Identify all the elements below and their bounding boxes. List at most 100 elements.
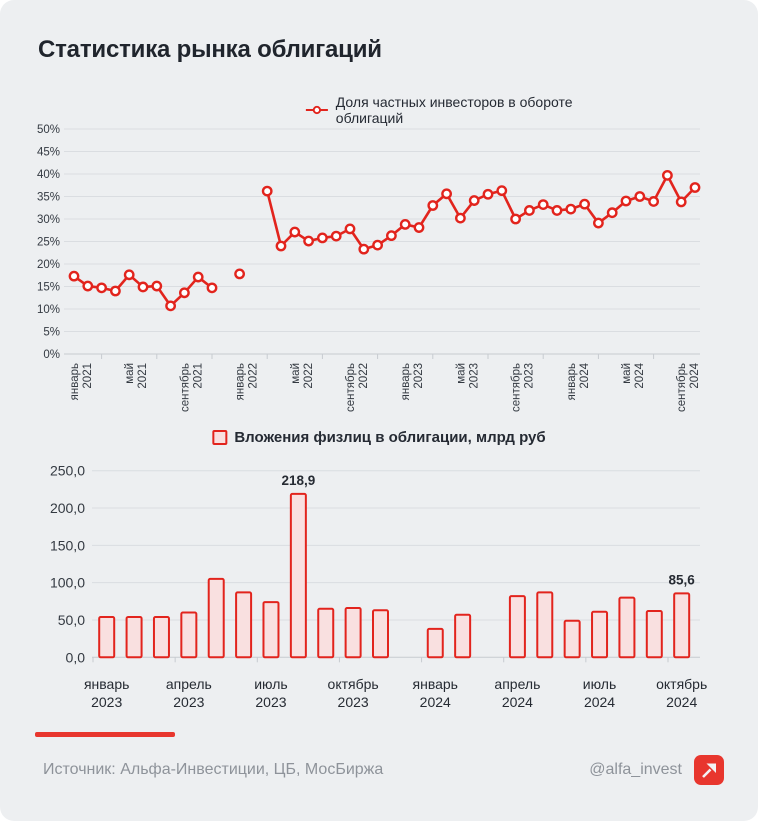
line-x-tick-label: январь2021 xyxy=(69,363,94,400)
line-data-point xyxy=(344,223,356,235)
line-y-tick-label: 10% xyxy=(37,304,60,316)
bar-x-tick-label-year: 2023 xyxy=(173,694,204,710)
line-y-tick-label: 0% xyxy=(43,349,60,361)
line-x-tick-label: сентябрь2021 xyxy=(179,363,204,412)
line-x-tick-label: сентябрь2024 xyxy=(676,362,701,412)
bar-x-tick-label-year: 2023 xyxy=(338,694,369,710)
bar-chart: 0,0 50,0 100,0 150,0 200,0 250,0 январь 2023 апр… xyxy=(50,463,707,710)
source-caption: Источник: Альфа-Инвестиции, ЦБ, МосБиржа xyxy=(43,761,384,778)
bar-series-swatch-icon xyxy=(212,430,228,445)
line-data-point xyxy=(454,212,466,224)
line-data-point xyxy=(413,222,425,233)
line-data-point xyxy=(427,200,439,211)
line-data-point xyxy=(275,240,287,252)
line-x-tick-label: январь2023 xyxy=(400,363,425,400)
bar-y-tick-label: 50,0 xyxy=(58,612,85,628)
line-data-point xyxy=(524,205,535,216)
bar-x-tick-label-year: 2024 xyxy=(666,694,697,710)
bar xyxy=(180,611,198,659)
bar xyxy=(207,577,225,659)
line-x-tick-label: май2022 xyxy=(290,363,315,389)
line-data-point xyxy=(441,188,452,200)
bar-y-tick-label: 100,0 xyxy=(50,575,85,591)
line-y-tick-label: 40% xyxy=(37,169,60,181)
line-series-marker-icon xyxy=(305,105,328,115)
line-y-tick-label: 20% xyxy=(37,259,60,271)
bar-chart-legend-label: Вложения физлиц в облигации, млрд руб xyxy=(234,429,546,446)
line-data-point xyxy=(565,203,577,215)
bar-chart-x-labels: январь 2023 апрель 2023 июль 2023 октябрь 2023 я… xyxy=(84,676,707,710)
bar-x-tick-label-year: 2023 xyxy=(255,694,286,710)
bar xyxy=(372,609,389,659)
bar-x-tick-label: апрель xyxy=(494,676,540,692)
line-data-point xyxy=(399,219,411,230)
line-chart-x-labels: январь2021 май2021 сентябрь2021 январь2022 м… xyxy=(69,362,701,412)
page-title: Статистика рынка облигаций xyxy=(38,36,382,63)
footer: Источник: Альфа-Инвестиции, ЦБ, МосБиржа… xyxy=(43,755,724,785)
bar xyxy=(508,595,526,659)
line-data-point xyxy=(82,280,94,292)
bar xyxy=(235,591,253,659)
line-series xyxy=(68,169,701,312)
line-data-point xyxy=(261,185,273,197)
line-data-point xyxy=(372,239,383,251)
line-y-tick-label: 25% xyxy=(37,237,60,249)
line-x-tick-label: май2021 xyxy=(124,363,149,389)
bar-chart-grid: 0,0 50,0 100,0 150,0 200,0 250,0 xyxy=(50,463,700,665)
footer-accent-rule xyxy=(35,732,175,737)
line-data-point xyxy=(289,226,301,238)
bar xyxy=(152,615,170,659)
line-data-point xyxy=(593,217,604,229)
line-x-tick-label: январь2022 xyxy=(235,363,260,400)
bar-y-tick-label: 200,0 xyxy=(50,500,85,516)
bar xyxy=(536,591,554,659)
line-data-point xyxy=(551,205,563,216)
line-y-tick-label: 5% xyxy=(43,327,60,339)
alfa-invest-logo xyxy=(694,755,724,785)
bar xyxy=(591,610,609,659)
line-y-tick-label: 30% xyxy=(37,214,60,226)
bar xyxy=(317,607,335,659)
line-x-tick-label: май2023 xyxy=(455,363,480,389)
line-data-point xyxy=(137,281,149,293)
bar-annotations: 218,9 85,6 xyxy=(281,473,695,587)
bar xyxy=(645,610,663,659)
line-data-point xyxy=(537,199,549,211)
line-y-tick-label: 15% xyxy=(37,282,60,294)
line-data-point xyxy=(634,191,646,202)
bar-x-tick-label-year: 2024 xyxy=(420,694,451,710)
bar-x-tick-label: январь xyxy=(413,676,458,692)
line-data-point xyxy=(68,270,80,282)
bar-x-tick-label: июль xyxy=(254,676,287,692)
line-data-point xyxy=(496,185,508,197)
line-chart: 0% 5% 10% 15% 20% 25% 30% 35% 40% 45% 50% январь202… xyxy=(37,124,701,412)
line-y-tick-label: 35% xyxy=(37,192,60,204)
bar-x-tick-label-year: 2024 xyxy=(502,694,533,710)
line-x-tick-label: сентябрь2022 xyxy=(345,363,370,412)
bar xyxy=(426,627,444,659)
line-data-point xyxy=(606,207,618,219)
line-data-point xyxy=(316,232,328,244)
line-data-point xyxy=(178,287,190,299)
bar xyxy=(98,615,116,659)
line-data-point xyxy=(510,213,521,225)
bar-x-tick-label: апрель xyxy=(166,676,212,692)
bar xyxy=(454,613,472,659)
bar-value-label: 218,9 xyxy=(281,473,315,488)
bar xyxy=(344,607,362,659)
line-data-point xyxy=(123,269,135,281)
bar-x-tick-label: январь xyxy=(84,676,129,692)
line-data-point xyxy=(579,198,590,210)
line-data-point xyxy=(385,230,397,242)
line-data-point xyxy=(675,196,687,208)
line-data-point xyxy=(234,268,246,280)
line-data-point xyxy=(165,300,177,312)
social-handle: @alfa_invest xyxy=(589,761,682,778)
line-data-point xyxy=(689,182,701,193)
bar xyxy=(125,615,143,659)
line-data-point xyxy=(192,271,204,283)
line-data-point xyxy=(358,243,370,255)
line-chart-legend: Доля частных инвесторов в обороте облига… xyxy=(305,94,607,126)
bar-y-tick-label: 150,0 xyxy=(50,537,85,553)
